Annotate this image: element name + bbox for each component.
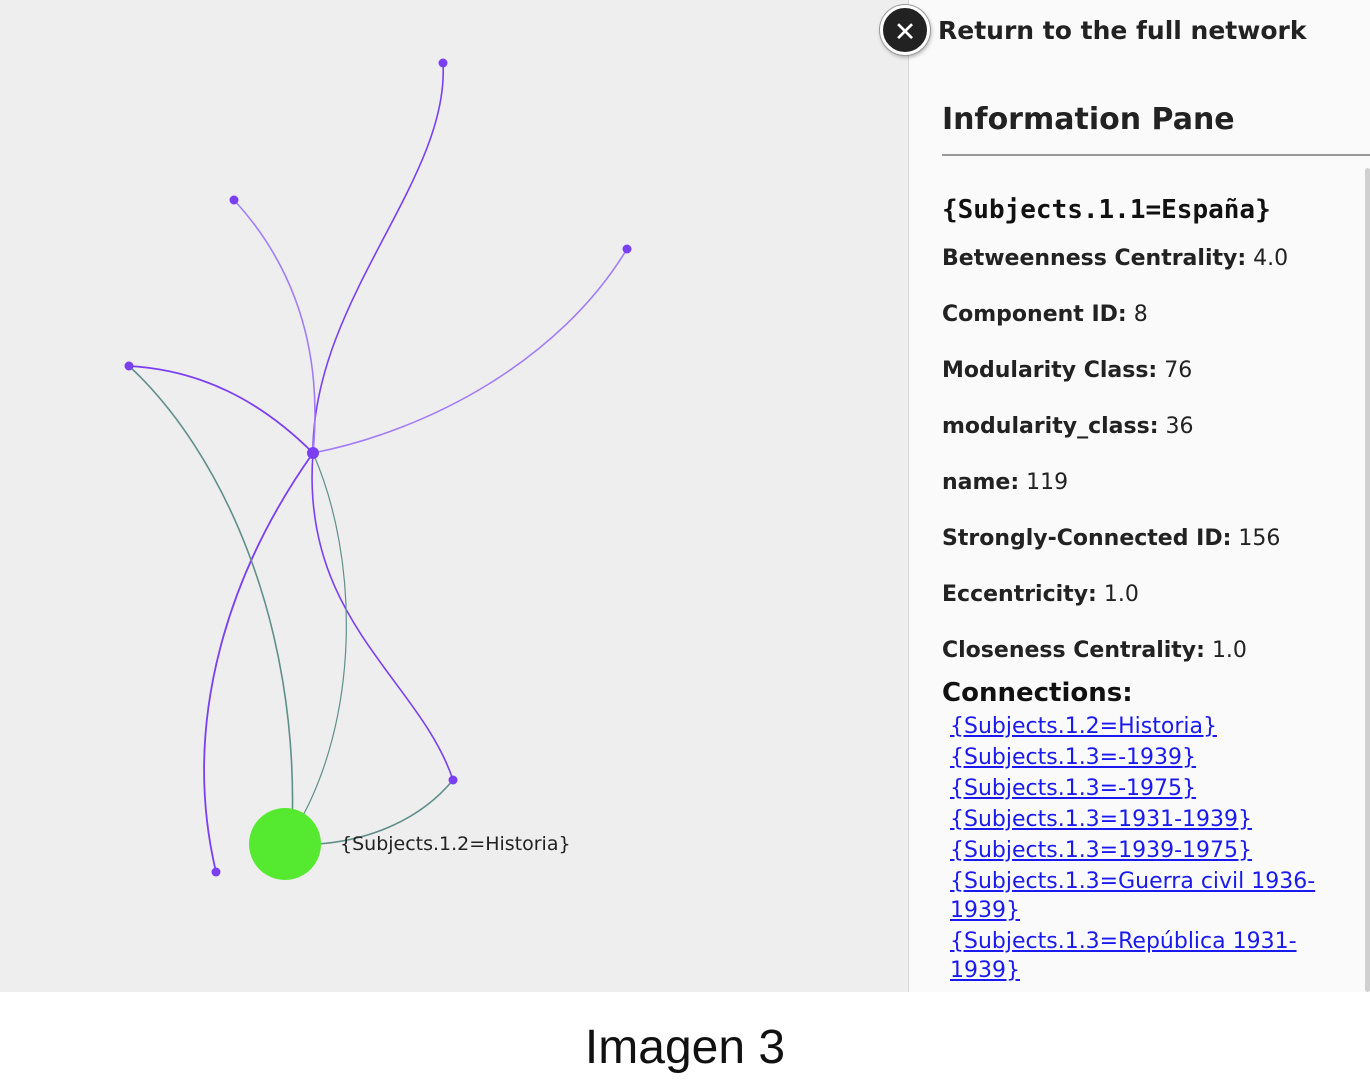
network-graph-svg[interactable]: {Subjects.1.2=Historia}: [0, 0, 908, 992]
graph-node-hub[interactable]: [307, 447, 319, 459]
attribute-value: 4.0: [1253, 246, 1289, 271]
graph-edge: [233, 199, 316, 454]
connection-item: {Subjects.1.2=Historia}: [950, 712, 1366, 741]
connection-item: {Subjects.1.3=-1939}: [950, 743, 1366, 772]
connection-link[interactable]: {Subjects.1.3=-1975}: [950, 776, 1197, 801]
attribute-value: 119: [1026, 470, 1069, 495]
attribute-row: Modularity Class: 76: [942, 356, 1362, 412]
connection-item: {Subjects.1.3=1931-1939}: [950, 805, 1366, 834]
connection-link[interactable]: {Subjects.1.3=-1939}: [950, 745, 1197, 770]
close-icon[interactable]: ✕: [880, 5, 930, 55]
graph-node[interactable]: [448, 775, 458, 785]
attribute-key: name:: [942, 470, 1020, 495]
selected-node-label: {Subjects.1.2=Historia}: [340, 833, 571, 855]
attribute-value: 76: [1164, 358, 1193, 383]
graph-edge: [128, 365, 294, 831]
graph-node[interactable]: [622, 244, 632, 254]
divider: [942, 154, 1370, 156]
info-panel: [908, 0, 1370, 992]
attribute-key: Modularity Class:: [942, 358, 1158, 383]
connection-link[interactable]: {Subjects.1.2=Historia}: [950, 714, 1217, 739]
return-to-full-network-label[interactable]: Return to the full network: [938, 15, 1307, 45]
information-pane-title: Information Pane: [942, 102, 1235, 137]
attribute-row: name: 119: [942, 468, 1362, 524]
attribute-row: Closeness Centrality: 1.0: [942, 636, 1362, 692]
figure-caption: Imagen 3: [584, 1021, 786, 1074]
connection-link[interactable]: {Subjects.1.3=Guerra civil 1936-1939}: [950, 869, 1316, 923]
panel-scrollbar[interactable]: [1365, 168, 1370, 992]
attribute-value: 1.0: [1211, 638, 1247, 663]
attribute-row: Strongly-Connected ID: 156: [942, 524, 1362, 580]
attribute-value: 36: [1165, 414, 1194, 439]
attribute-value: 8: [1133, 302, 1148, 327]
graph-edge: [128, 365, 314, 454]
attribute-value: 156: [1238, 526, 1281, 551]
graph-edge: [311, 452, 454, 781]
return-to-full-network-button[interactable]: ✕ Return to the full network: [880, 2, 1306, 58]
attribute-row: Betweenness Centrality: 4.0: [942, 244, 1362, 300]
graph-node[interactable]: [438, 58, 448, 68]
attribute-row: modularity_class: 36: [942, 412, 1362, 468]
graph-edge: [312, 248, 628, 454]
connection-link[interactable]: {Subjects.1.3=1931-1939}: [950, 807, 1253, 832]
connection-link[interactable]: {Subjects.1.3=1939-1975}: [950, 838, 1253, 863]
graph-edge: [203, 452, 314, 873]
attribute-key: modularity_class:: [942, 414, 1159, 439]
connections-heading: Connections:: [942, 678, 1133, 708]
connection-item: {Subjects.1.3=Guerra civil 1936-1939}: [950, 867, 1366, 925]
attribute-value: 1.0: [1103, 582, 1139, 607]
graph-node[interactable]: [124, 361, 134, 371]
graph-edge: [295, 452, 347, 829]
graph-edge: [317, 779, 454, 845]
connection-item: {Subjects.1.3=1939-1975}: [950, 836, 1366, 865]
attribute-row: Component ID: 8: [942, 300, 1362, 356]
attribute-key: Component ID:: [942, 302, 1127, 327]
node-attributes: Betweenness Centrality: 4.0 Component ID…: [942, 244, 1362, 692]
attribute-key: Closeness Centrality:: [942, 638, 1205, 663]
attribute-row: Eccentricity: 1.0: [942, 580, 1362, 636]
graph-node[interactable]: [229, 195, 239, 205]
attribute-key: Betweenness Centrality:: [942, 246, 1247, 271]
network-graph-canvas[interactable]: {Subjects.1.2=Historia}: [0, 0, 908, 992]
attribute-key: Eccentricity:: [942, 582, 1097, 607]
selected-node-name: {Subjects.1.1=España}: [942, 195, 1271, 225]
connection-item: {Subjects.1.3=-1975}: [950, 774, 1366, 803]
graph-node[interactable]: [211, 867, 221, 877]
graph-node-selected[interactable]: [249, 808, 321, 880]
graph-edge: [312, 62, 444, 454]
connection-link[interactable]: {Subjects.1.3=República 1931-1939}: [950, 929, 1297, 983]
attribute-key: Strongly-Connected ID:: [942, 526, 1232, 551]
connection-item: {Subjects.1.3=República 1931-1939}: [950, 927, 1366, 985]
connections-list: {Subjects.1.2=Historia} {Subjects.1.3=-1…: [950, 712, 1366, 987]
